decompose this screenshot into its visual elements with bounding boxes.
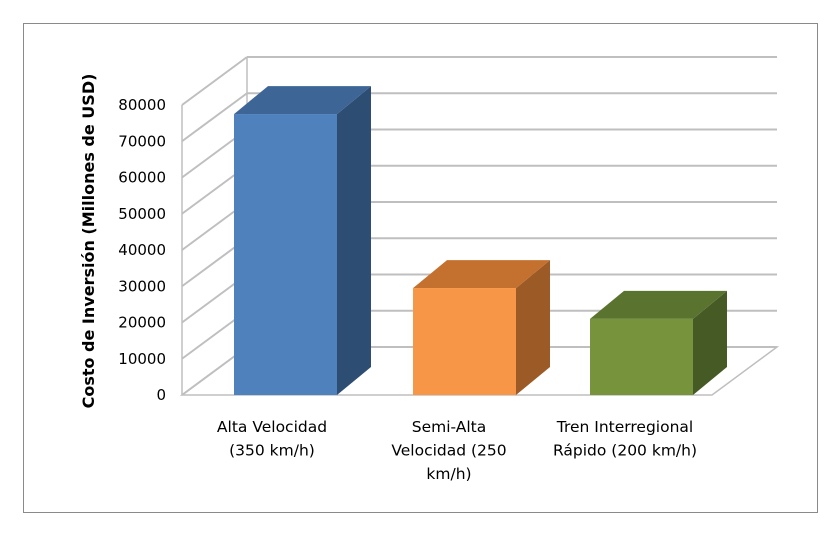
y-axis-title: Costo de Inversión (Millones de USD) (79, 74, 98, 409)
category-label-line: km/h) (426, 465, 471, 483)
gridline-left (181, 92, 248, 143)
bar-side (516, 260, 550, 395)
y-tick-label: 10000 (118, 350, 166, 368)
bars (234, 86, 727, 395)
category-label-3: Tren Interregional Rápido (200 km/h) (553, 418, 697, 460)
bar-side (693, 290, 727, 395)
bar-top (234, 86, 371, 115)
floor-outline (179, 346, 780, 396)
y-tick-label: 80000 (118, 96, 166, 114)
bar-1 (234, 86, 371, 395)
bar-front (234, 114, 337, 395)
bar-3 (590, 290, 727, 395)
category-label-2: Semi-Alta Velocidad (250 km/h) (391, 418, 506, 483)
y-tick-label: 70000 (118, 132, 166, 150)
bar-front (413, 288, 516, 395)
bar-2 (413, 260, 550, 395)
y-tick-label: 30000 (118, 277, 166, 295)
y-tick-label: 20000 (118, 314, 166, 332)
category-label-line: Semi-Alta (412, 418, 487, 436)
y-tick-label: 50000 (118, 205, 166, 223)
y-axis-ticks: 0 10000 20000 30000 40000 50000 60000 70000 8000… (118, 96, 166, 404)
category-label-line: (350 km/h) (229, 442, 315, 460)
gridline-left (181, 56, 248, 106)
y-tick-label: 40000 (118, 241, 166, 259)
chart-floor (179, 346, 780, 396)
category-label-1: Alta Velocidad (350 km/h) (217, 418, 327, 460)
bar-side (337, 86, 371, 395)
category-label-line: Rápido (200 km/h) (553, 442, 697, 460)
chart-frame (23, 23, 818, 513)
category-label-line: Tren Interregional (556, 418, 693, 436)
category-label-line: Alta Velocidad (217, 418, 327, 436)
bar-top (413, 260, 550, 289)
x-axis-labels: Alta Velocidad (350 km/h) Semi-Alta Velocid… (217, 418, 697, 483)
y-tick-label: 0 (156, 386, 166, 404)
bar-front (590, 318, 693, 395)
bar-top (590, 290, 727, 319)
category-label-line: Velocidad (250 (391, 442, 506, 460)
y-tick-label: 60000 (118, 169, 166, 187)
